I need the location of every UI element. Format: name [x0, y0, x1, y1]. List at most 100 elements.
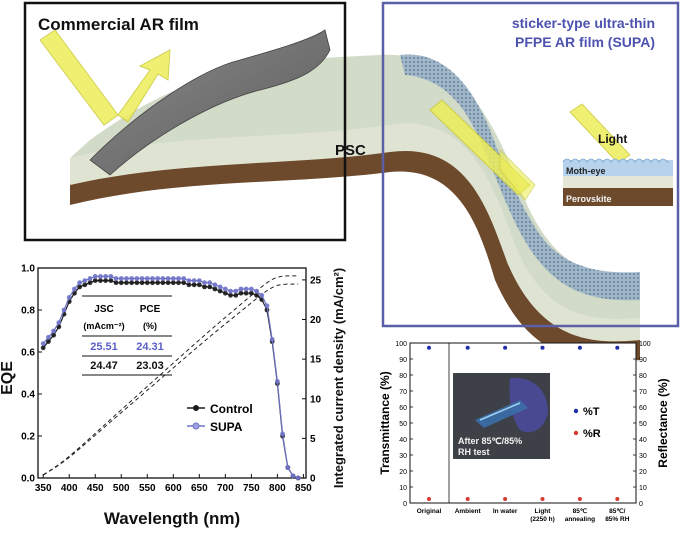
eqe-data-point — [87, 276, 93, 281]
psc-label: PSC — [335, 142, 366, 159]
tr-y2-tick-label: 80 — [639, 373, 647, 380]
tr-category-label: Ambient — [455, 508, 482, 515]
table-cell-control-pce: 23.03 — [136, 360, 164, 372]
eqe-data-point — [238, 290, 244, 296]
tr-category-label: 85% RH — [605, 516, 630, 523]
eqe-data-point — [212, 282, 218, 288]
table-unit-jsc: (mAcm⁻²) — [83, 321, 124, 331]
commercial-panel-box — [23, 1, 347, 242]
tr-y-tick-label: 90 — [399, 357, 407, 364]
eqe-data-point — [222, 290, 228, 296]
inset-moth-eye-layer — [563, 160, 673, 176]
tr-y2-tick-label: 30 — [639, 453, 647, 460]
eqe-data-point — [56, 320, 62, 325]
incident-light-arrow-left — [39, 29, 119, 126]
eqe-data-point — [113, 276, 119, 281]
photo-film-sample — [475, 400, 528, 428]
eqe-y2-tick-label: 15 — [310, 355, 322, 366]
tr-data-point — [427, 497, 431, 501]
photo-caption-line2: RH test — [458, 447, 490, 457]
eqe-x-tick-label: 700 — [217, 483, 234, 494]
legend-control-marker — [193, 405, 199, 411]
legend-supa-label: SUPA — [210, 420, 243, 434]
eqe-data-point — [202, 284, 207, 290]
tr-category-label: 85℃ — [573, 507, 588, 515]
eqe-integrated-current-curve — [42, 283, 299, 476]
eqe-data-point — [243, 290, 249, 296]
eqe-data-point — [186, 278, 192, 283]
tr-category-label: (2250 h) — [530, 516, 555, 523]
eqe-data-point — [72, 286, 77, 292]
eqe-x-tick-label: 500 — [113, 483, 130, 494]
eqe-data-point — [264, 303, 270, 309]
tr-y2-tick-label: 20 — [639, 469, 647, 476]
eqe-y-tick-label: 0.2 — [21, 432, 35, 443]
photo-glove — [509, 377, 548, 433]
tr-y-tick-label: 100 — [395, 341, 407, 348]
eqe-data-point — [191, 278, 197, 283]
inset-moth-eye-bumps — [562, 158, 669, 163]
eqe-data-point — [170, 276, 176, 281]
eqe-data-point — [124, 280, 129, 286]
eqe-data-point — [285, 465, 291, 470]
eqe-y-tick-label: 0.6 — [21, 348, 35, 359]
tr-data-point — [465, 345, 470, 350]
eqe-data-point — [248, 290, 254, 296]
tr-y2-axis-label: Reflectance (%) — [656, 378, 670, 467]
eqe-data-point — [51, 332, 57, 338]
transport-layer — [70, 123, 640, 342]
eqe-data-point — [134, 276, 140, 281]
eqe-chart: 350 400 450 500 550 600 650 700 750 800 850 0.0 0.2 0… — [0, 264, 346, 529]
eqe-data-point — [108, 278, 114, 283]
tr-data-point — [577, 497, 582, 501]
supa-label-line1: sticker-type ultra-thin — [512, 15, 655, 31]
tr-y2-tick-label: 40 — [639, 437, 647, 444]
eqe-data-point — [243, 286, 249, 292]
eqe-data-point — [61, 307, 67, 313]
legend-r-marker — [573, 430, 579, 436]
tr-y-tick-label: 50 — [399, 421, 407, 428]
table-header-pce: PCE — [140, 304, 161, 315]
legend-control-label: Control — [210, 402, 253, 416]
eqe-y2-tick-label: 20 — [310, 315, 322, 326]
eqe-x-tick-label: 450 — [87, 483, 104, 494]
table-unit-pce: (%) — [143, 321, 157, 331]
supa-label-line2: PFPE AR film (SUPA) — [515, 34, 655, 50]
inset-moth-eye-label: Moth-eye — [566, 166, 606, 176]
eqe-data-point — [144, 280, 150, 286]
inset-perovskite-layer — [563, 188, 673, 206]
light-arrows — [39, 29, 536, 201]
tr-data-point — [615, 497, 620, 501]
eqe-data-point — [217, 284, 223, 290]
tr-y2-tick-label: 100 — [639, 341, 651, 348]
tr-data-point — [615, 345, 620, 350]
eqe-x-tick-label: 850 — [295, 483, 312, 494]
eqe-y2-tick-label: 0 — [310, 474, 316, 485]
eqe-data-point — [280, 431, 285, 437]
eqe-y-tick-label: 0.4 — [21, 390, 35, 401]
eqe-data-point — [196, 282, 202, 288]
tr-y-tick-label: 10 — [399, 485, 407, 492]
eqe-data-point — [77, 284, 83, 290]
eqe-y2-axis-label: Integrated current density (mA/cm²) — [331, 268, 346, 488]
eqe-data-point — [103, 278, 109, 283]
supa-film — [400, 54, 640, 301]
tr-data-point — [577, 345, 582, 350]
tr-data-point — [465, 497, 470, 501]
sample-photo: After 85℃/85% RH test — [453, 373, 550, 459]
eqe-data-point — [155, 276, 161, 281]
eqe-data-point — [118, 276, 124, 281]
eqe-data-point — [176, 276, 181, 281]
eqe-data-point — [150, 276, 155, 281]
eqe-data-point — [228, 288, 233, 294]
tr-data-point — [503, 497, 508, 501]
table-cell-supa-jsc: 25.51 — [90, 341, 118, 353]
tr-category-label: In water — [493, 508, 518, 515]
jsc-pce-table: JSC PCE (mAcm⁻²) (%) 25.51 24.31 24.47 2… — [82, 295, 172, 376]
eqe-data-point — [238, 286, 244, 292]
eqe-y2-tick-label: 10 — [310, 394, 322, 405]
eqe-data-point — [233, 288, 239, 294]
tr-data-point — [427, 345, 431, 350]
device-schematic — [70, 29, 640, 362]
eqe-data-point — [155, 280, 161, 286]
